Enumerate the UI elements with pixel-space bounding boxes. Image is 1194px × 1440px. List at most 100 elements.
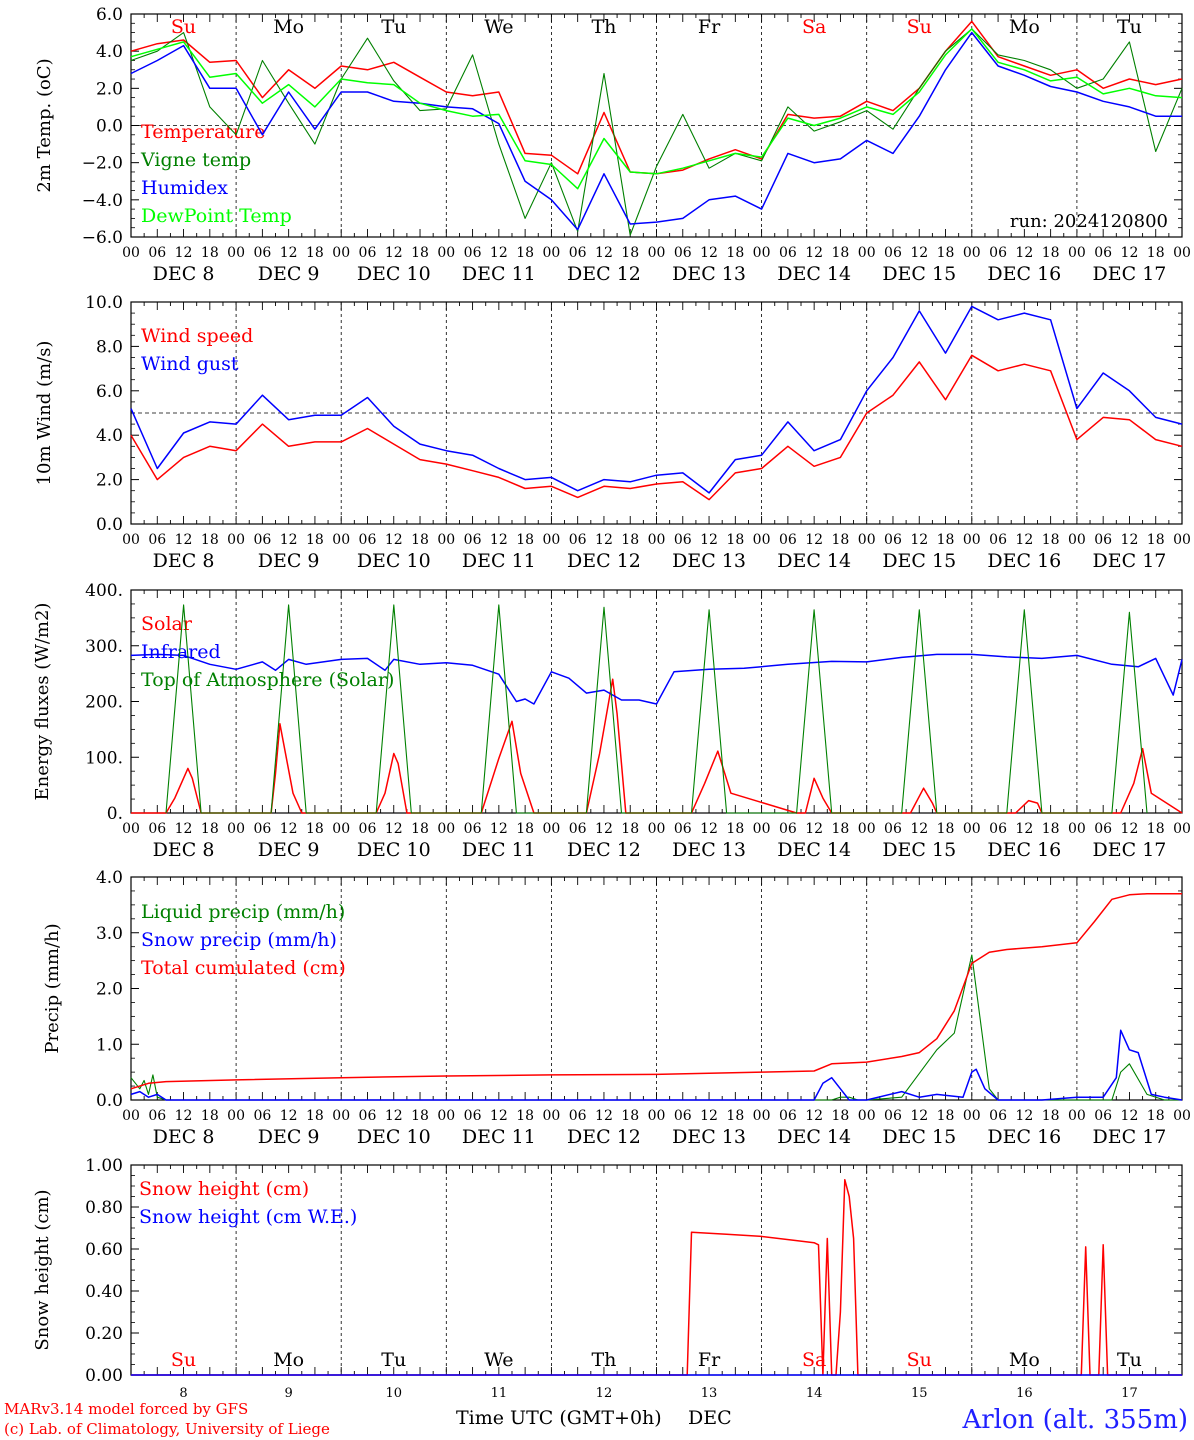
date-label: DEC 13 xyxy=(672,550,746,572)
legend-entry: Humidex xyxy=(141,177,228,199)
hour-tick-label: 18 xyxy=(306,245,324,261)
legend-entry: Infrared xyxy=(141,641,221,663)
hour-tick-label: 06 xyxy=(989,245,1007,261)
hour-tick-label: 06 xyxy=(148,1108,166,1124)
hour-tick-label: 18 xyxy=(621,245,639,261)
y-tick-label: 0.0 xyxy=(96,117,123,137)
series-line xyxy=(130,954,1182,1101)
series-line xyxy=(130,305,1183,494)
hour-tick-label: 18 xyxy=(937,532,955,548)
date-label: DEC 8 xyxy=(153,550,215,572)
hour-tick-label: 12 xyxy=(595,532,613,548)
date-label: DEC 14 xyxy=(777,263,851,285)
y-tick-label: 100. xyxy=(85,748,123,768)
weekday-label: Mo xyxy=(1009,16,1040,38)
weekday-label: Fr xyxy=(698,1349,721,1371)
y-tick-label: −6.0 xyxy=(82,228,123,248)
hour-tick-label: 06 xyxy=(253,821,271,837)
y-tick-label: 0.0 xyxy=(96,515,123,535)
hour-tick-label: 00 xyxy=(332,245,350,261)
date-label: DEC 15 xyxy=(882,839,956,861)
hour-tick-label: 06 xyxy=(569,1108,587,1124)
hour-tick-label: 12 xyxy=(1015,532,1033,548)
hour-tick-label: 00 xyxy=(542,245,560,261)
date-label: DEC 15 xyxy=(882,550,956,572)
day-number-label: 12 xyxy=(596,1386,613,1401)
weekday-label: Tu xyxy=(381,1349,406,1371)
date-label: DEC 17 xyxy=(1093,263,1167,285)
y-tick-label: 200. xyxy=(85,693,123,713)
hour-tick-label: 12 xyxy=(1121,245,1139,261)
date-label: DEC 12 xyxy=(567,1126,641,1148)
series-line xyxy=(165,604,1148,814)
date-label: DEC 15 xyxy=(882,263,956,285)
hour-tick-label: 00 xyxy=(1173,532,1191,548)
hour-tick-label: 12 xyxy=(910,532,928,548)
date-label: DEC 16 xyxy=(987,550,1061,572)
series-line xyxy=(130,354,1183,501)
y-tick-label: 300. xyxy=(85,637,123,657)
hour-tick-label: 06 xyxy=(464,821,482,837)
hour-tick-label: 12 xyxy=(385,532,403,548)
hour-tick-label: 18 xyxy=(201,245,219,261)
hour-tick-label: 12 xyxy=(280,1108,298,1124)
hour-tick-label: 00 xyxy=(122,245,140,261)
hour-tick-label: 18 xyxy=(937,1108,955,1124)
hour-tick-label: 12 xyxy=(910,821,928,837)
hour-tick-label: 00 xyxy=(332,821,350,837)
hour-tick-label: 18 xyxy=(411,821,429,837)
y-tick-label: 2.0 xyxy=(96,980,123,1000)
hour-tick-label: 12 xyxy=(490,1108,508,1124)
hour-tick-label: 00 xyxy=(1173,821,1191,837)
hour-tick-label: 12 xyxy=(175,532,193,548)
y-axis-label: 10m Wind (m/s) xyxy=(34,341,55,486)
y-tick-label: 1.00 xyxy=(85,1156,123,1176)
hour-tick-label: 12 xyxy=(805,821,823,837)
hour-tick-label: 06 xyxy=(359,1108,377,1124)
hour-tick-label: 00 xyxy=(122,532,140,548)
hour-tick-label: 06 xyxy=(148,532,166,548)
hour-tick-label: 12 xyxy=(595,245,613,261)
hour-tick-label: 00 xyxy=(963,821,981,837)
hour-tick-label: 06 xyxy=(1094,821,1112,837)
date-label: DEC 13 xyxy=(672,1126,746,1148)
weekday-label: Tu xyxy=(381,16,406,38)
hour-tick-label: 18 xyxy=(201,532,219,548)
y-axis-label: Precip (mm/h) xyxy=(42,923,63,1053)
weekday-label: We xyxy=(484,1349,513,1371)
hour-tick-label: 18 xyxy=(832,1108,850,1124)
hour-tick-label: 06 xyxy=(779,821,797,837)
hour-tick-label: 00 xyxy=(227,245,245,261)
legend-entry: Wind speed xyxy=(141,325,253,347)
hour-tick-label: 18 xyxy=(516,821,534,837)
hour-tick-label: 06 xyxy=(148,245,166,261)
day-number-label: 9 xyxy=(285,1386,293,1401)
day-number-label: 14 xyxy=(806,1386,823,1401)
series-line xyxy=(130,28,1183,190)
hour-tick-label: 06 xyxy=(464,245,482,261)
hour-tick-label: 12 xyxy=(175,1108,193,1124)
day-number-label: 13 xyxy=(701,1386,718,1401)
date-label: DEC 10 xyxy=(357,263,431,285)
hour-tick-label: 00 xyxy=(1173,1108,1191,1124)
hour-tick-label: 00 xyxy=(753,821,771,837)
hour-tick-label: 12 xyxy=(175,821,193,837)
y-axis-label: Energy fluxes (W/m2) xyxy=(32,603,53,801)
hour-tick-label: 18 xyxy=(1147,532,1165,548)
y-tick-label: 4.0 xyxy=(96,42,123,62)
hour-tick-label: 06 xyxy=(779,532,797,548)
y-tick-label: 3.0 xyxy=(96,924,123,944)
hour-tick-label: 18 xyxy=(306,1108,324,1124)
hour-tick-label: 12 xyxy=(1121,532,1139,548)
hour-tick-label: 06 xyxy=(674,532,692,548)
hour-tick-label: 00 xyxy=(858,245,876,261)
legend-entry: Wind gust xyxy=(141,353,239,375)
hour-tick-label: 12 xyxy=(910,1108,928,1124)
y-axis-label: Snow height (cm) xyxy=(32,1189,53,1350)
hour-tick-label: 12 xyxy=(1015,821,1033,837)
hour-tick-label: 00 xyxy=(753,245,771,261)
hour-tick-label: 18 xyxy=(621,821,639,837)
